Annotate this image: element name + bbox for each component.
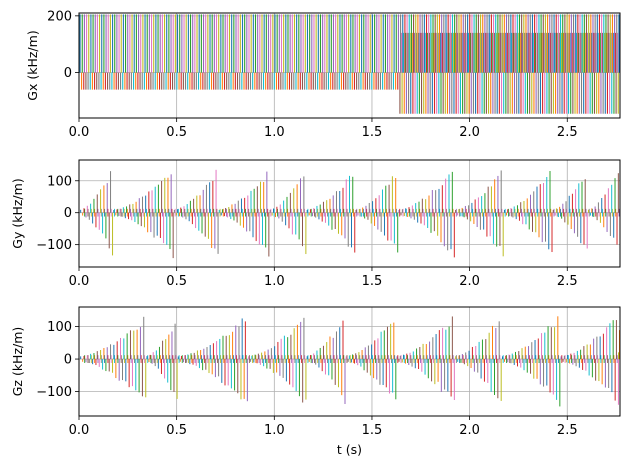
gx-xtick-label: 1.0	[264, 125, 285, 140]
gy-ytick-label: 0	[64, 206, 72, 221]
gz-xtick-label: 1.0	[264, 423, 285, 438]
gz-ytick-label: 0	[64, 353, 72, 368]
gy-xtick-label: 1.5	[362, 274, 383, 289]
gy-xtick-label: 2.0	[459, 274, 480, 289]
gz-xtick-label: 2.0	[459, 423, 480, 438]
gy-xtick-label: 0.5	[166, 274, 187, 289]
gy-ytick-label: −100	[36, 238, 72, 253]
gy-series	[80, 169, 620, 259]
gy-ylabel: Gy (kHz/m)	[10, 178, 25, 248]
gx-ytick-label: 200	[47, 9, 72, 24]
gy-axes-frame	[78, 159, 621, 268]
gz-ytick-label: 100	[47, 320, 72, 335]
gx-series	[79, 14, 620, 114]
gx-xtick-label: 0.0	[69, 125, 90, 140]
gy-panel: 0.0 0.5 1.0 1.5 2.0 2.5 −100 0 100 Gy (kHz/m)	[10, 159, 621, 289]
gz-ytick-label: −100	[36, 385, 72, 400]
gx-xtick-label: 2.0	[459, 125, 480, 140]
gz-panel: 0.0 0.5 1.0 1.5 2.0 2.5 −100 0 100 Gz (kHz/m) t (s…	[10, 306, 621, 457]
gz-axes-frame	[78, 306, 621, 417]
gx-ytick-label: 0	[64, 66, 72, 81]
gx-xtick-label: 2.5	[557, 125, 578, 140]
gz-xtick-label: 1.5	[362, 423, 383, 438]
gy-xtick-label: 1.0	[264, 274, 285, 289]
gy-ytick-label: 100	[47, 174, 72, 189]
gz-xtick-label: 0.0	[69, 423, 90, 438]
gz-xtick-label: 0.5	[166, 423, 187, 438]
gx-ylabel: Gx (kHz/m)	[25, 30, 40, 100]
gx-xtick-label: 0.5	[166, 125, 187, 140]
gx-axes-frame	[78, 12, 621, 119]
gx-panel: 0.0 0.5 1.0 1.5 2.0 2.5 0 200 Gx (kHz/m)	[25, 9, 621, 140]
gz-series	[80, 316, 620, 407]
gz-xlabel: t (s)	[337, 442, 362, 457]
gz-xtick-label: 2.5	[557, 423, 578, 438]
gx-xtick-label: 1.5	[362, 125, 383, 140]
gz-ylabel: Gz (kHz/m)	[10, 327, 25, 397]
gy-xtick-label: 2.5	[557, 274, 578, 289]
gy-xtick-label: 0.0	[69, 274, 90, 289]
